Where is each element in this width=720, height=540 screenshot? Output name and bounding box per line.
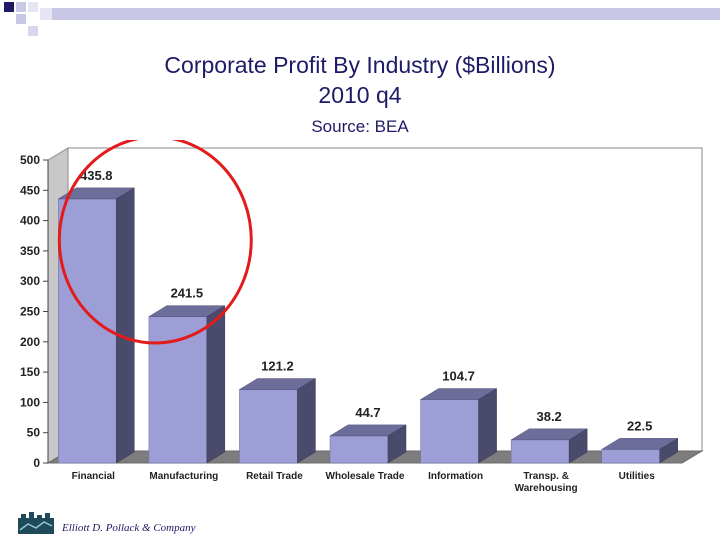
category-label: Financial	[72, 471, 116, 482]
bar	[420, 399, 479, 464]
y-tick-label: 350	[20, 244, 40, 258]
footer-company-name: Elliott D. Pollack & Company	[62, 522, 196, 534]
company-logo	[18, 512, 54, 534]
y-tick-label: 250	[20, 305, 40, 319]
y-tick-label: 100	[20, 395, 40, 409]
y-tick-label: 150	[20, 365, 40, 379]
category-label: Wholesale Trade	[326, 471, 405, 482]
data-label: 241.5	[171, 286, 204, 301]
category-label: Information	[428, 471, 483, 482]
data-label: 435.8	[80, 168, 113, 183]
category-label: Manufacturing	[149, 471, 218, 482]
category-label: Retail Trade	[246, 471, 303, 482]
bar	[58, 198, 117, 464]
bar-side	[568, 428, 588, 464]
chart-title: Corporate Profit By Industry ($Billions)	[164, 52, 556, 78]
bar-side	[659, 437, 678, 464]
data-label: 104.7	[442, 369, 475, 384]
decorative-squares	[4, 2, 720, 36]
data-label: 38.2	[536, 409, 561, 424]
bar	[510, 439, 570, 464]
y-tick-label: 300	[20, 274, 40, 288]
data-label: 22.5	[627, 418, 652, 433]
bar-side	[387, 424, 407, 464]
y-tick-label: 450	[20, 183, 40, 197]
bar-chart: 0 50 100 150 200 250 300 350 400 450 500 435.8 Finan…	[20, 140, 704, 494]
y-tick-label: 400	[20, 214, 40, 228]
category-label: Transp. &	[523, 471, 569, 482]
y-tick-label: 50	[27, 426, 41, 440]
category-label: Utilities	[619, 471, 656, 482]
highlight-circle	[57, 140, 253, 345]
data-label: 121.2	[261, 359, 294, 374]
bar-side	[206, 305, 226, 464]
bar	[601, 449, 660, 464]
data-label: 44.7	[355, 405, 380, 420]
y-tick-label: 200	[20, 335, 40, 349]
bar	[239, 389, 298, 464]
y-tick-label: 500	[20, 153, 40, 167]
category-label: Warehousing	[515, 483, 578, 494]
source-label: Source: BEA	[311, 117, 409, 136]
bar-side	[116, 187, 135, 464]
bar-side	[297, 378, 316, 464]
chart-subtitle: 2010 q4	[318, 82, 402, 108]
y-tick-label: 0	[33, 456, 40, 470]
bar	[329, 435, 389, 464]
bar-side	[478, 388, 497, 464]
